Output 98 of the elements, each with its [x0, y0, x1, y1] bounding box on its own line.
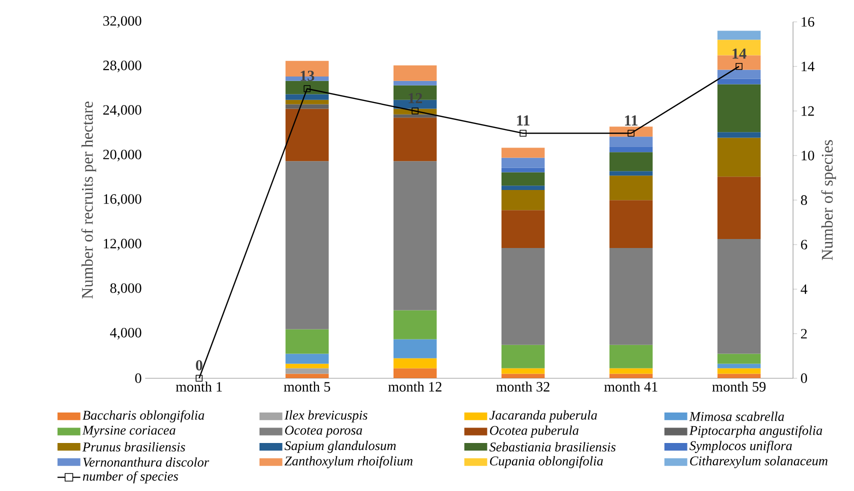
legend-label: Vernonanthura discolor: [83, 458, 210, 467]
legend-label: Prunus brasiliensis: [82, 442, 186, 452]
y-tick-label: 0: [135, 374, 142, 384]
y-tick-label: 28,000: [103, 60, 142, 72]
legend-label: Citharexylum solanaceum: [690, 456, 828, 468]
bar: [286, 329, 329, 354]
data-label: 14: [732, 48, 746, 59]
point: [736, 63, 742, 70]
y2-tick-label: 8: [800, 195, 808, 206]
x-tick-label: month 41: [604, 382, 658, 392]
bar: [501, 344, 545, 368]
y-tick-label: 32,000: [103, 16, 142, 28]
bar: [717, 30, 761, 40]
bar: [717, 354, 761, 364]
y-tick-label: 8,000: [110, 283, 142, 296]
bar: [394, 161, 437, 310]
bar: [501, 186, 545, 190]
bar: [609, 136, 653, 147]
bar: [717, 132, 761, 138]
bar: [609, 152, 653, 172]
bar: [501, 172, 545, 186]
legend-label: Sebastiania brasiliensis: [489, 442, 616, 452]
y-tick-label: 16,000: [104, 194, 142, 206]
bar: [717, 239, 761, 354]
y2-tick-label: 10: [802, 150, 814, 160]
legend-label: Cupania oblongifolia: [490, 456, 603, 468]
point: [520, 130, 526, 137]
bar: [609, 248, 653, 345]
legend-label: number of species: [82, 471, 178, 484]
bar: [286, 108, 329, 162]
legend-label: Myrsine coriacea: [82, 426, 176, 438]
bar: [609, 200, 653, 248]
legend-label: Baccharis oblongifolia: [82, 410, 204, 423]
bar: [501, 190, 545, 210]
y2-tick-label: 16: [802, 17, 814, 27]
bar: [609, 368, 653, 374]
x-tick-label: month 59: [712, 382, 766, 392]
y2-tick-label: 14: [802, 62, 814, 72]
bar: [501, 248, 545, 345]
bar: [501, 158, 545, 168]
bar: [609, 176, 653, 200]
bar: [286, 94, 329, 100]
legend-label: Sapium glandulosum: [284, 440, 396, 454]
bar: [717, 176, 761, 240]
bar: [717, 78, 761, 84]
bar: [286, 81, 329, 94]
bar: [717, 84, 761, 132]
legend-label: Symplocos uniflora: [690, 440, 792, 454]
bar: [609, 344, 653, 368]
x-tick-label: month 1: [176, 382, 222, 392]
legend-label: Ocotea puberula: [490, 426, 578, 438]
bar: [394, 118, 437, 162]
legend-label: Jacaranda puberula: [489, 410, 597, 423]
y2-tick-label: 2: [801, 329, 807, 339]
bar: [394, 358, 437, 368]
bar: [286, 368, 329, 374]
legend-label: Mimosa scabrella: [689, 412, 784, 422]
bar: [394, 368, 437, 378]
bar: [717, 368, 761, 374]
bar: [394, 66, 437, 82]
point: [412, 108, 419, 115]
y-axis-title: Number of recruits per hectare: [81, 102, 96, 299]
bar: [394, 81, 437, 86]
bar: [501, 210, 545, 248]
legend-label: Zanthoxylum rhoifolium: [284, 456, 412, 468]
y2-tick-label: 12: [802, 106, 814, 116]
y2-tick-label: 0: [800, 374, 808, 384]
y2-axis-title: Number of species: [821, 140, 836, 260]
point: [628, 130, 634, 137]
bar: [394, 339, 437, 358]
bar: [501, 148, 545, 158]
legend-label: Ocotea porosa: [285, 426, 362, 438]
data-label: 0: [196, 360, 202, 371]
bar: [286, 354, 329, 364]
y2-tick-label: 4: [800, 284, 808, 294]
bar: [717, 70, 761, 79]
y-tick-label: 4,000: [110, 328, 142, 340]
data-label: 11: [625, 116, 638, 126]
y2-tick-label: 6: [801, 240, 808, 250]
y-tick-label: 12,000: [104, 238, 142, 251]
y-tick-label: 20,000: [103, 150, 142, 162]
bar: [501, 368, 545, 374]
x-tick-label: month 12: [388, 382, 442, 392]
legend-label: Piptocarpha angustifolia: [689, 426, 822, 438]
point: [196, 374, 203, 382]
bar: [286, 100, 329, 104]
bar: [717, 138, 761, 177]
x-tick-label: month 5: [284, 382, 330, 392]
data-label: 11: [517, 116, 530, 126]
bar: [286, 161, 329, 330]
bar: [609, 146, 653, 152]
legend-label: Ilex brevicuspis: [284, 410, 368, 423]
y-tick-label: 24,000: [103, 105, 142, 117]
bar: [286, 104, 329, 109]
point: [304, 85, 311, 92]
bar: [609, 171, 653, 176]
bar: [394, 310, 437, 340]
x-tick-label: month 32: [496, 382, 550, 392]
